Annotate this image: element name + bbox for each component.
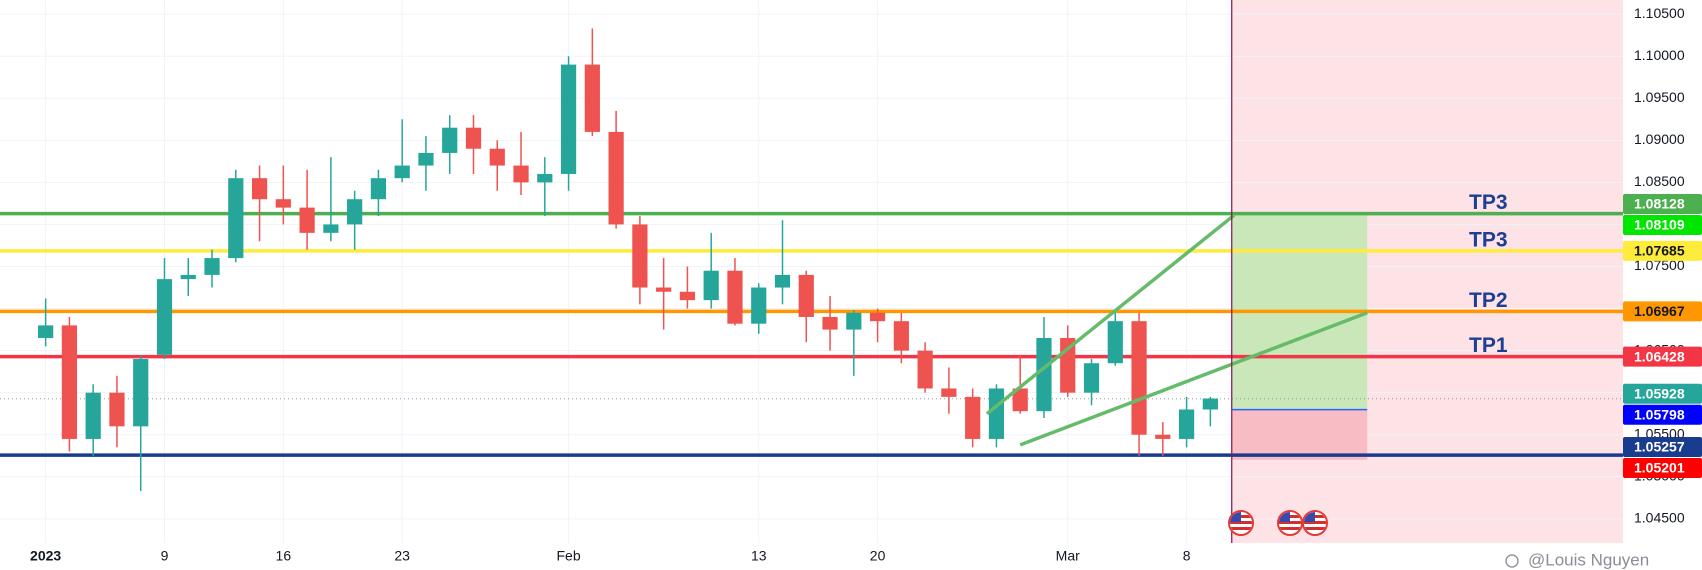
price-tag-label: 1.06428	[1634, 348, 1685, 364]
candle-body	[632, 224, 648, 288]
candle-body	[703, 270, 719, 301]
x-tick-label: 13	[751, 548, 767, 564]
candle-body	[180, 274, 196, 280]
y-tick-label: 1.08500	[1634, 173, 1685, 189]
target-label: TP2	[1469, 289, 1508, 312]
price-tag	[1623, 193, 1702, 214]
price-tag-label: 1.07685	[1634, 243, 1685, 259]
target-label: TP1	[1469, 334, 1508, 357]
candle-body	[370, 178, 387, 200]
candle-body	[1178, 409, 1195, 439]
price-tag-label: 1.05257	[1634, 439, 1685, 455]
candle-body	[822, 316, 838, 330]
price-tag-label: 1.05798	[1634, 406, 1685, 422]
candle-body	[1012, 388, 1028, 412]
candle-body	[38, 325, 54, 338]
price-tag-label: 1.05928	[1634, 385, 1685, 401]
candle-body	[85, 392, 101, 439]
candle-body	[156, 279, 173, 355]
candle-body	[442, 127, 458, 153]
candle-body	[61, 325, 78, 439]
candle-body	[608, 131, 624, 225]
price-tag-label: 1.05201	[1634, 460, 1685, 476]
x-tick-label: Feb	[557, 548, 581, 564]
candle-body	[1036, 337, 1052, 412]
candle-body	[798, 274, 814, 317]
x-tick-label: 16	[276, 548, 292, 564]
candle-body	[965, 396, 981, 439]
candle-body	[893, 321, 909, 351]
candle-body	[109, 392, 125, 427]
x-tick-label: 23	[394, 548, 410, 564]
event-flag[interactable]	[1303, 511, 1327, 535]
price-tag	[1623, 404, 1702, 425]
event-flag[interactable]	[1229, 511, 1253, 535]
y-tick-label: 1.09500	[1634, 89, 1685, 105]
candle-body	[917, 350, 933, 389]
candle-body	[846, 312, 862, 330]
y-tick-label: 1.04500	[1634, 510, 1685, 526]
price-tag-label: 1.06967	[1634, 303, 1685, 319]
x-tick-label: 9	[161, 548, 169, 564]
candle-body	[537, 173, 553, 183]
candle-body	[656, 287, 672, 292]
target-label: TP3	[1469, 228, 1508, 251]
candle-body	[418, 152, 434, 166]
candle-body	[584, 64, 600, 132]
target-label: TP3	[1469, 191, 1508, 214]
y-tick-label: 1.10000	[1634, 47, 1685, 63]
y-tick-label: 1.10500	[1634, 5, 1685, 21]
candle-body	[323, 224, 339, 233]
stop-zone	[1231, 409, 1368, 460]
candle-body	[1155, 434, 1171, 439]
price-tag	[1623, 383, 1702, 404]
candle-body	[465, 127, 482, 149]
x-tick-label: 8	[1183, 548, 1191, 564]
watermark: @Louis Nguyen	[1505, 550, 1649, 569]
candle-body	[347, 199, 363, 225]
candle-body	[941, 388, 957, 397]
y-tick-label: 1.09000	[1634, 131, 1685, 147]
candle-body	[251, 178, 268, 200]
price-axis	[1623, 0, 1702, 570]
candle-body	[1202, 398, 1218, 410]
candle-body	[869, 312, 886, 322]
price-tag	[1623, 301, 1702, 322]
candle-body	[727, 270, 743, 324]
y-tick-label: 1.07500	[1634, 257, 1685, 273]
candle-body	[513, 165, 529, 183]
trendline	[1019, 311, 1368, 447]
price-tag	[1623, 458, 1702, 479]
candle-body	[275, 199, 291, 208]
candle-body	[679, 291, 696, 301]
time-axis	[0, 543, 1623, 570]
price-tag	[1623, 214, 1702, 235]
candle-body	[489, 148, 505, 166]
price-tag	[1623, 437, 1702, 458]
candle-body	[1083, 363, 1100, 393]
candle-body	[988, 388, 1005, 439]
candle-body	[299, 207, 315, 233]
price-tag-label: 1.08109	[1634, 217, 1685, 233]
price-tag	[1623, 240, 1702, 261]
price-tag	[1623, 346, 1702, 367]
event-flag[interactable]	[1278, 511, 1302, 535]
candle-body	[774, 274, 791, 288]
watermark-text: @Louis Nguyen	[1528, 550, 1649, 569]
candle-body	[228, 178, 244, 259]
candle-body	[751, 287, 767, 324]
x-tick-label: Mar	[1056, 548, 1080, 564]
candle-body	[560, 64, 577, 174]
candle-body	[1131, 321, 1147, 435]
candle-body	[133, 359, 149, 427]
candle-body	[204, 258, 220, 275]
x-tick-label: 20	[870, 548, 886, 564]
trendline	[985, 213, 1236, 416]
price-tag-label: 1.08128	[1634, 196, 1685, 212]
x-tick-label: 2023	[30, 548, 61, 564]
candle-body	[394, 165, 410, 179]
candle-body	[1107, 321, 1123, 364]
